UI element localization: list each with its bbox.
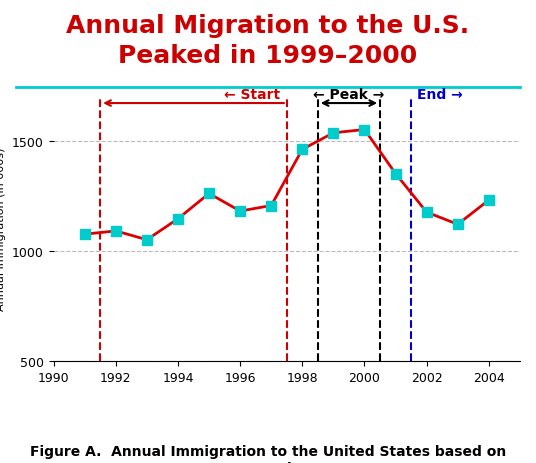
Text: End →: End →	[418, 88, 463, 101]
Text: Figure A.  Annual Immigration to the United States based on
          Census 200: Figure A. Annual Immigration to the Unit…	[30, 444, 506, 463]
Text: ← Start: ← Start	[225, 88, 280, 101]
Text: ← Peak →: ← Peak →	[313, 88, 385, 101]
Text: Annual Migration to the U.S.
Peaked in 1999–2000: Annual Migration to the U.S. Peaked in 1…	[66, 14, 470, 68]
Y-axis label: Annual Immigration (in 000s): Annual Immigration (in 000s)	[0, 148, 6, 311]
